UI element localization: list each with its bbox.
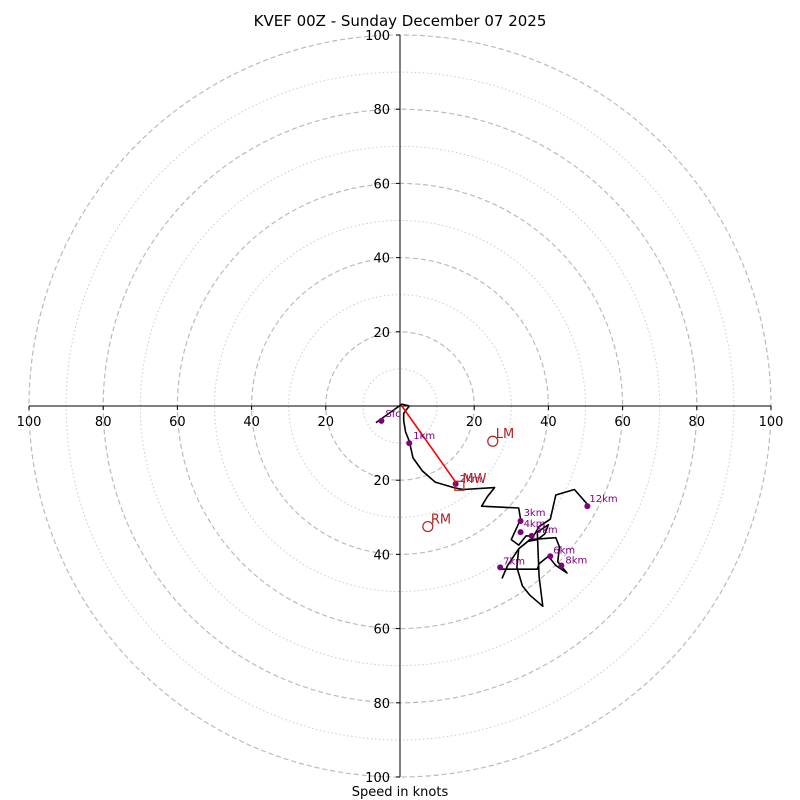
height-marker-8km xyxy=(558,562,565,569)
height-label-4km: 4km xyxy=(524,519,546,530)
hodograph-trace-upper xyxy=(375,403,589,546)
y-tick-label: 100 xyxy=(365,29,390,44)
motion-label-MW: MW xyxy=(462,472,486,487)
shear-vector xyxy=(401,405,457,483)
motion-marker-RM xyxy=(422,520,434,533)
hodograph-traces xyxy=(375,403,589,608)
height-label-5km: 5km xyxy=(536,525,558,536)
x-tick-label: 80 xyxy=(689,415,706,430)
height-marker-6km xyxy=(547,553,554,560)
x-tick-label: 80 xyxy=(95,415,112,430)
storm-motion-markers: LM RM MW xyxy=(422,427,514,533)
motion-marker-MW xyxy=(454,480,465,491)
height-marker-4km xyxy=(517,529,524,536)
height-label-7km: 7km xyxy=(503,556,525,567)
height-marker-2km xyxy=(452,480,459,487)
shear-vector-line xyxy=(401,405,457,483)
y-tick-label: 40 xyxy=(373,548,390,563)
chart-title: KVEF 00Z - Sunday December 07 2025 xyxy=(254,12,547,30)
x-tick-label: 40 xyxy=(243,415,260,430)
height-label-8km: 8km xyxy=(565,556,587,567)
height-marker-5km xyxy=(528,532,535,539)
height-marker-1km xyxy=(406,440,413,447)
height-label-12km: 12km xyxy=(589,494,617,505)
height-label-2km: 2km xyxy=(460,474,482,485)
height-label-6km: 6km xyxy=(553,545,575,556)
height-marker-3km xyxy=(517,518,524,525)
y-tick-label: 100 xyxy=(365,771,390,786)
x-axis-label: Speed in knots xyxy=(352,785,449,800)
height-label-1km: 1km xyxy=(413,431,435,442)
x-tick-label: 60 xyxy=(614,415,631,430)
height-marker-12km xyxy=(584,503,591,510)
tick-labels: 100 80 60 40 20 20 40 60 80 100 100 80 60 40 20 20 40 60 8… xyxy=(17,29,784,786)
x-tick-label: 40 xyxy=(540,415,557,430)
height-marker-7km xyxy=(497,564,504,571)
x-tick-label: 60 xyxy=(169,415,186,430)
motion-marker-LM xyxy=(487,435,499,447)
height-marker-Sfc xyxy=(378,417,385,424)
y-tick-label: 20 xyxy=(373,326,390,341)
y-tick-label: 20 xyxy=(373,474,390,489)
y-tick-label: 40 xyxy=(373,252,390,267)
height-label-3km: 3km xyxy=(524,508,546,519)
y-tick-label: 80 xyxy=(373,103,390,118)
height-label-Sfc: Sfc xyxy=(385,409,400,420)
motion-label-LM: LM xyxy=(496,427,514,442)
x-tick-label: 100 xyxy=(17,415,42,430)
x-tick-label: 100 xyxy=(759,415,784,430)
motion-label-RM: RM xyxy=(431,513,451,528)
y-tick-label: 80 xyxy=(373,697,390,712)
y-tick-label: 60 xyxy=(373,623,390,638)
x-tick-label: 20 xyxy=(466,415,483,430)
y-tick-label: 60 xyxy=(373,177,390,192)
x-tick-label: 20 xyxy=(318,415,335,430)
